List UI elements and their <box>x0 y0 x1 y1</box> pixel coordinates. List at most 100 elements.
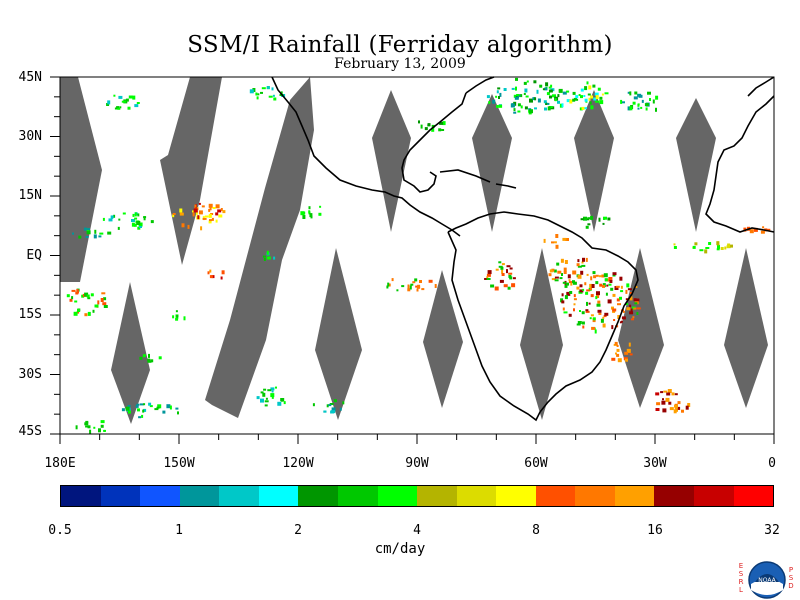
rain-pixel <box>606 284 609 287</box>
rain-pixel <box>532 97 536 101</box>
rain-pixel <box>107 100 111 105</box>
rain-pixel <box>257 93 260 96</box>
rain-pixel <box>667 389 672 393</box>
rain-pixel <box>175 407 179 410</box>
rain-pixel <box>420 124 423 129</box>
rain-pixel <box>562 237 567 241</box>
rain-pixel <box>592 271 596 275</box>
colorbar-tick-2: 2 <box>294 523 302 538</box>
rain-pixel <box>602 316 605 319</box>
rain-pixel <box>554 279 559 282</box>
rain-pixel <box>198 210 203 215</box>
rain-pixel <box>277 401 282 406</box>
rain-pixel <box>572 281 577 285</box>
rain-pixel <box>579 107 583 111</box>
rain-pixel <box>588 302 591 305</box>
rain-pixel <box>590 105 594 110</box>
rain-pixel <box>724 246 727 250</box>
rain-pixel <box>581 264 586 267</box>
rain-pixel <box>103 305 108 308</box>
rain-pixel <box>605 292 608 296</box>
rain-pixel <box>576 286 580 290</box>
rain-pixel <box>208 203 213 208</box>
lat-label-30n: 30N <box>18 129 42 144</box>
missing-data-swath <box>160 77 222 265</box>
rain-pixel <box>548 86 551 89</box>
rain-pixel <box>548 106 553 108</box>
rain-pixel <box>567 274 571 279</box>
rain-pixel <box>588 85 592 90</box>
colorbar-segment <box>535 486 576 506</box>
colorbar-segment <box>417 486 457 506</box>
rain-pixel <box>615 352 617 355</box>
rain-pixel <box>192 212 195 217</box>
rain-pixel <box>636 312 639 315</box>
rain-pixel <box>89 429 92 434</box>
rain-pixel <box>128 410 131 414</box>
rain-pixel <box>611 325 614 330</box>
rain-pixel <box>125 98 129 102</box>
rain-pixel <box>557 94 560 98</box>
rain-pixel <box>208 220 212 224</box>
rain-pixel <box>266 86 270 90</box>
rain-pixel <box>202 217 207 220</box>
colorbar-segment <box>100 486 141 506</box>
rain-pixel <box>636 307 641 310</box>
rain-pixel <box>626 283 630 288</box>
rain-pixel <box>673 409 677 414</box>
rain-pixel <box>557 100 560 104</box>
rain-pixel <box>263 258 266 261</box>
rain-pixel <box>597 87 601 91</box>
colorbar-tick-32: 32 <box>764 523 780 538</box>
rain-pixel <box>569 99 573 104</box>
rain-pixel <box>627 288 632 291</box>
rain-pixel <box>117 107 121 110</box>
rain-pixel <box>72 232 74 235</box>
rain-pixel <box>543 238 546 243</box>
rain-pixel <box>566 282 569 286</box>
rain-pixel <box>598 275 602 278</box>
missing-data-swath <box>724 248 768 408</box>
rain-pixel <box>671 392 675 396</box>
rain-pixel <box>587 217 591 220</box>
rain-pixel <box>546 92 550 96</box>
rain-pixel <box>580 218 584 221</box>
rain-pixel <box>615 285 620 288</box>
rain-pixel <box>138 222 143 227</box>
rain-pixel <box>486 278 491 280</box>
rain-pixel <box>260 91 263 94</box>
rain-pixel <box>563 271 567 274</box>
rain-pixel <box>562 91 567 95</box>
rain-pixel <box>673 243 676 246</box>
rain-pixel <box>93 234 97 239</box>
rain-pixel <box>261 87 266 90</box>
rain-pixel <box>616 348 620 352</box>
colorbar-segment <box>258 486 299 506</box>
rain-pixel <box>699 249 704 252</box>
rain-pixel <box>87 311 91 316</box>
rain-pixel <box>441 129 445 131</box>
rain-pixel <box>302 215 306 219</box>
rain-pixel <box>104 429 106 432</box>
coast-africa <box>705 95 775 233</box>
rain-pixel <box>484 278 489 280</box>
rain-pixel <box>564 295 568 300</box>
rain-pixel <box>583 107 587 110</box>
rain-pixel <box>655 392 660 396</box>
rain-pixel <box>534 107 537 110</box>
rain-pixel <box>591 284 595 288</box>
rain-pixel <box>421 288 425 291</box>
rain-pixel <box>156 406 160 409</box>
rain-pixel <box>585 257 588 262</box>
rain-pixel <box>561 293 564 297</box>
rain-pixel <box>83 227 87 231</box>
rain-pixel <box>551 268 555 272</box>
rain-pixel <box>587 93 591 96</box>
rain-pixel <box>439 121 444 125</box>
rain-pixel <box>442 121 446 126</box>
rain-pixel <box>542 88 545 91</box>
rain-pixel <box>717 244 720 249</box>
rain-pixel <box>604 278 608 282</box>
rain-pixel <box>566 99 571 103</box>
rain-pixel <box>529 109 533 114</box>
